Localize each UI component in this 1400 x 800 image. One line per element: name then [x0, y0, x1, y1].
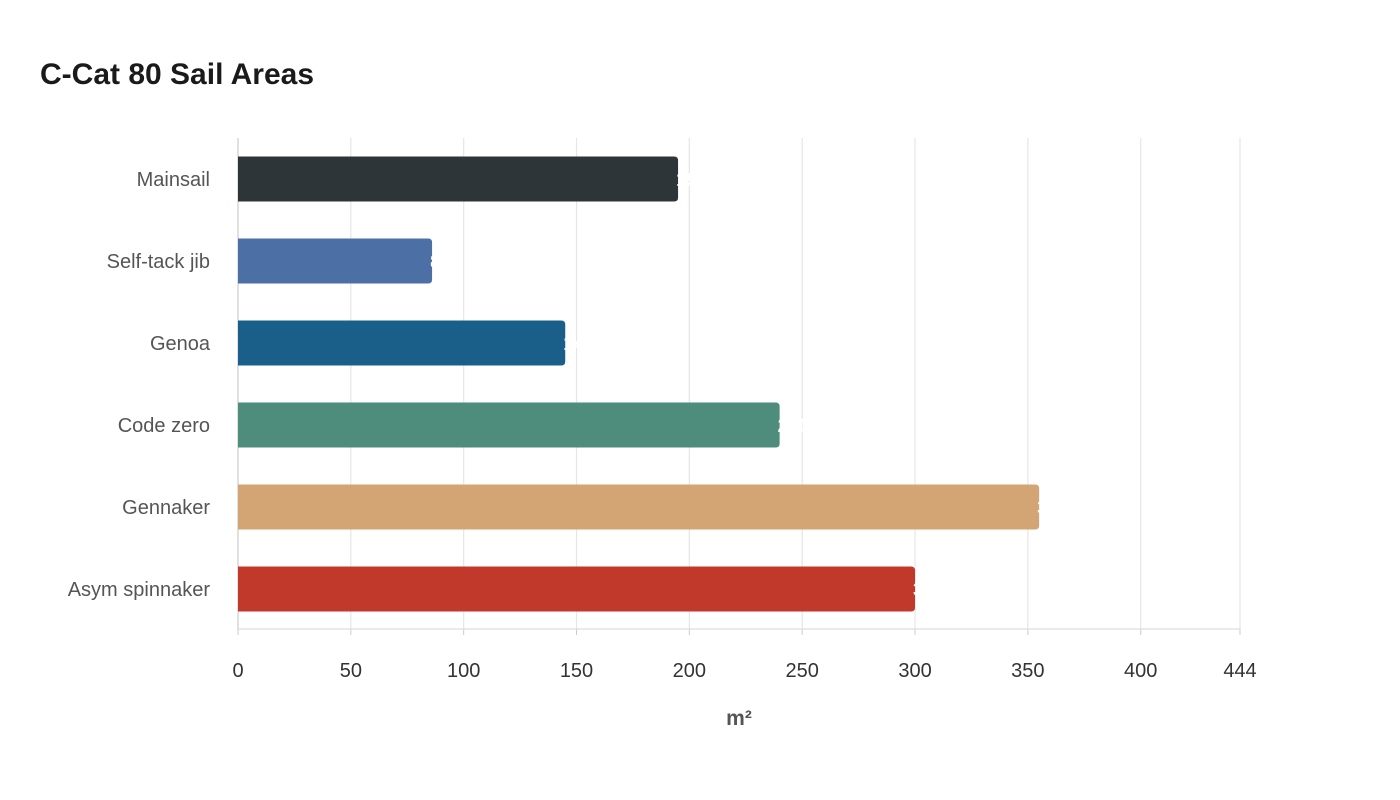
bar-gennaker [238, 484, 1040, 530]
y-tick-label: Asym spinnaker [68, 579, 211, 601]
y-tick-label: Genoa [150, 333, 211, 355]
x-tick-label: 300 [898, 660, 931, 682]
data-label: 240 [778, 416, 810, 437]
data-labels: 195 86 145 240 355 300 [430, 170, 1069, 601]
x-tick-label: 400 [1124, 660, 1157, 682]
x-tick-label: 250 [786, 660, 819, 682]
bar-asym-spinnaker [238, 566, 916, 612]
data-label: 300 [913, 580, 945, 601]
y-tick-label: Code zero [118, 415, 210, 437]
bar-mainsail [238, 156, 679, 202]
x-tick-label: 50 [340, 660, 362, 682]
x-tick-label: 0 [232, 660, 243, 682]
y-tick-label: Self-tack jib [107, 251, 210, 273]
x-tick-label: 150 [560, 660, 593, 682]
x-axis-label: m² [726, 707, 752, 730]
x-tick-labels: 0 50 100 150 200 250 300 350 400 444 [232, 660, 1256, 682]
data-label: 86 [430, 252, 451, 273]
data-label: 355 [1037, 498, 1069, 519]
bars [238, 156, 1040, 612]
x-tick-label: 200 [673, 660, 706, 682]
x-tick-label: 350 [1011, 660, 1044, 682]
x-tick-label: 100 [447, 660, 480, 682]
data-label: 145 [563, 334, 595, 355]
y-tick-label: Gennaker [122, 497, 210, 519]
x-tick-label: 444 [1223, 660, 1256, 682]
chart-title: C-Cat 80 Sail Areas [40, 58, 315, 91]
axes [237, 138, 1241, 635]
bar-code-zero [238, 402, 780, 448]
bar-self-tack-jib [238, 238, 433, 284]
gridlines [350, 138, 1241, 629]
bar-genoa [238, 320, 566, 366]
data-label: 195 [676, 170, 708, 191]
y-tick-label: Mainsail [137, 169, 210, 191]
y-tick-labels: Mainsail Self-tack jib Genoa Code zero Genna… [68, 169, 211, 601]
